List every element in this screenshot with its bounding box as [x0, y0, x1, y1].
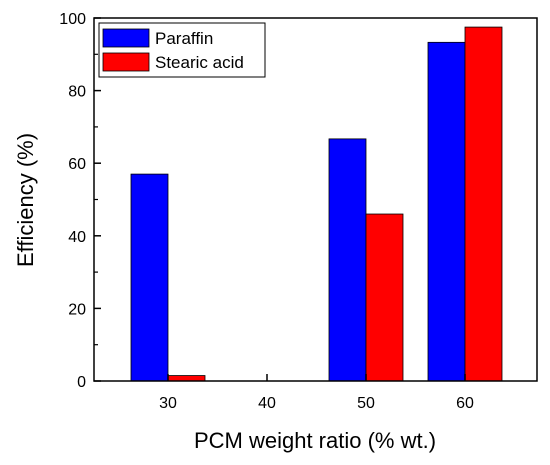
y-axis: 0 20 40 60 80 100	[59, 11, 101, 391]
bar-paraffin-50	[328, 138, 367, 382]
legend-swatch-paraffin	[102, 28, 150, 48]
bar-stearic-acid-50	[365, 213, 404, 382]
legend: Paraffin Stearic acid	[98, 22, 266, 78]
x-tick-label: 40	[258, 395, 276, 412]
y-tick-label: 60	[68, 156, 86, 173]
legend-label-stearic-acid: Stearic acid	[155, 53, 244, 72]
y-tick-label: 100	[59, 11, 86, 28]
x-tick-label: 30	[159, 395, 177, 412]
y-tick-label: 0	[77, 374, 86, 391]
y-tick-label: 80	[68, 84, 86, 101]
legend-swatch-stearic-acid	[102, 52, 150, 72]
x-tick-label: 50	[357, 395, 375, 412]
bar-paraffin-60	[427, 41, 466, 382]
bar-stearic-acid-60	[464, 26, 503, 382]
y-tick-label: 20	[68, 301, 86, 318]
bar-stearic-acid-30	[167, 375, 206, 382]
y-tick-label: 40	[68, 229, 86, 246]
bars-group	[130, 26, 503, 382]
y-axis-title: Efficiency (%)	[13, 133, 38, 267]
x-axis: 30 40 50 60	[159, 374, 474, 412]
x-axis-title: PCM weight ratio (% wt.)	[194, 428, 436, 453]
legend-label-paraffin: Paraffin	[155, 29, 213, 48]
x-tick-label: 60	[456, 395, 474, 412]
bar-paraffin-30	[130, 173, 169, 382]
